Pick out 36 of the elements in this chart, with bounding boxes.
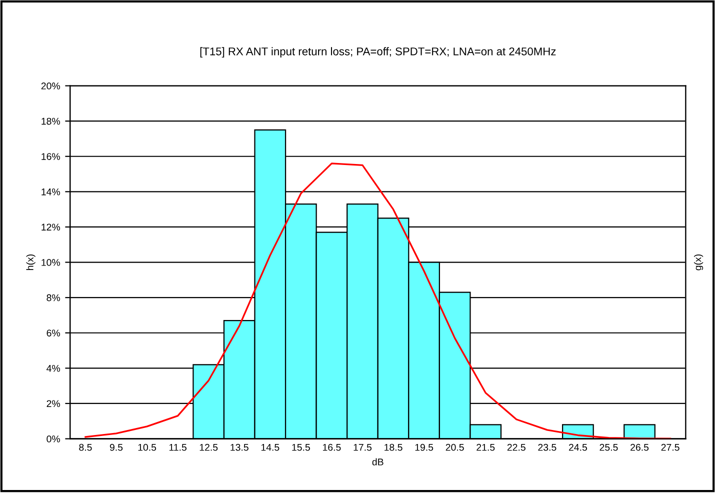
x-tick-label: 18.5 [384, 444, 402, 451]
x-tick-label: 14.5 [261, 444, 280, 451]
y-tick-label: 16% [42, 153, 60, 160]
x-axis-title: dB [372, 458, 384, 466]
chart-title: [T15] RX ANT input return loss; PA=off; SPDT=RX; LNA=on at 2450MHz [200, 47, 556, 58]
x-tick-label: 10.5 [138, 444, 156, 451]
x-tick-label: 8.5 [79, 444, 92, 451]
y-tick-label: 2% [46, 400, 60, 408]
x-tick-label: 9.5 [110, 444, 123, 451]
x-tick-label: 20.5 [446, 444, 464, 451]
y-tick-label: 14% [42, 188, 60, 196]
x-tick-label: 27.5 [661, 444, 680, 451]
y-tick-label: 20% [41, 82, 60, 90]
y-tick-label: 8% [46, 294, 60, 302]
x-tick-label: 11.5 [169, 444, 186, 451]
y-tick-label: 6% [46, 330, 60, 336]
y-tick-label: 4% [46, 364, 60, 372]
line-series [84, 162, 672, 440]
y-tick-label: 0% [46, 436, 60, 442]
y-tick-label: 18% [42, 118, 60, 125]
x-tick-label: 19.5 [415, 444, 434, 451]
x-tick-label: 16.5 [322, 444, 341, 451]
y-axis-title: h(x) [26, 254, 36, 270]
y-tick-label: 10% [42, 259, 60, 266]
x-tick-label: 25.5 [600, 444, 618, 451]
x-tick-label: 26.5 [630, 444, 649, 451]
x-tick-label: 22.5 [507, 444, 526, 451]
x-tick-label: 12.5 [200, 444, 218, 451]
x-tick-label: 17.5 [354, 444, 372, 451]
x-tick-label: 13.5 [230, 444, 248, 451]
y-tick-label: 12% [42, 224, 60, 231]
x-tick-label: 21.5 [476, 444, 495, 451]
x-tick-label: 24.5 [568, 444, 588, 451]
y2-axis-title: g(x) [694, 254, 704, 270]
x-tick-label: 23.5 [538, 444, 556, 451]
x-tick-label: 15.5 [292, 444, 310, 451]
